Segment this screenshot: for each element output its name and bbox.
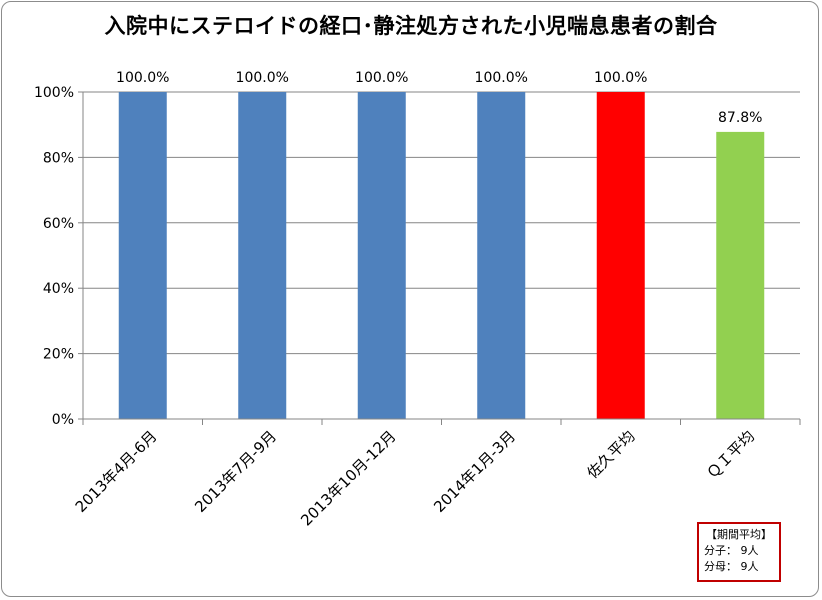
bar [357, 92, 406, 419]
data-label: 100.0% [594, 70, 647, 86]
period-average-header: 【期間平均】 [706, 528, 772, 541]
bar [238, 92, 287, 419]
data-label: 100.0% [116, 70, 169, 86]
period-average-box: 【期間平均】 分子： 9人 分母： 9人 [697, 522, 781, 582]
bar [118, 92, 167, 419]
bar [477, 92, 526, 419]
y-tick-label: 100% [34, 85, 74, 101]
category-label: 2014年1月-3月 [430, 427, 519, 516]
y-tick-label: 60% [43, 216, 74, 232]
data-label: 100.0% [475, 70, 528, 86]
denominator-label: 分母： [704, 560, 737, 573]
y-tick-label: 20% [43, 347, 74, 363]
category-label: 2013年10月-12月 [297, 427, 399, 529]
numerator-label: 分子： [704, 544, 737, 557]
category-label: 2013年7月-9月 [191, 427, 280, 516]
denominator-value: 9人 [740, 560, 759, 573]
chart-title: 入院中にステロイドの経口･静注処方された小児喘息患者の割合 [104, 14, 718, 38]
bar [596, 92, 645, 419]
numerator-row: 分子： 9人 [704, 543, 774, 559]
category-label: 佐久平均 [583, 427, 638, 482]
denominator-row: 分母： 9人 [704, 559, 774, 575]
category-label: 2013年4月-6月 [72, 427, 161, 516]
numerator-value: 9人 [740, 544, 759, 557]
y-tick-label: 40% [43, 281, 74, 297]
y-tick-label: 80% [43, 150, 74, 166]
bar [716, 131, 765, 420]
data-label: 87.8% [718, 110, 762, 126]
category-label: ＱＩ平均 [703, 427, 758, 482]
data-label: 100.0% [355, 70, 408, 86]
data-label: 100.0% [236, 70, 289, 86]
y-tick-label: 0% [52, 412, 74, 428]
